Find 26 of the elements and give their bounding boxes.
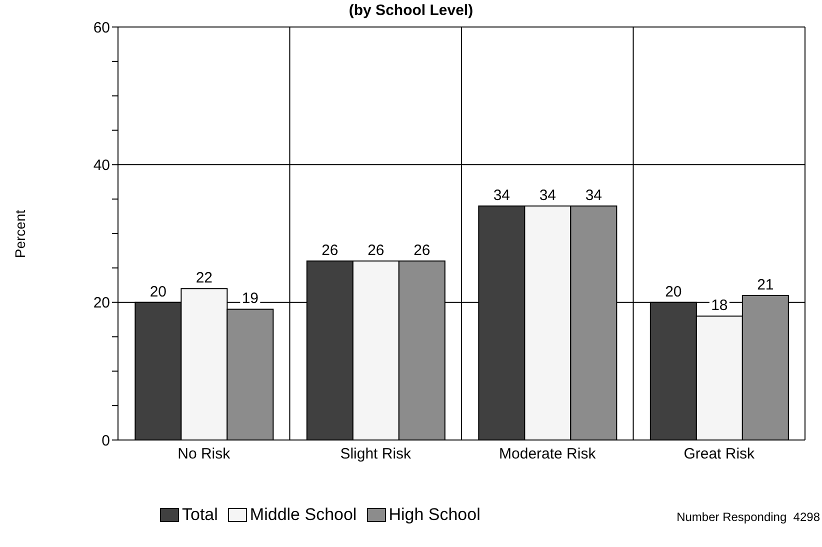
data-label: 34 — [585, 186, 602, 204]
x-tick-label: Slight Risk — [340, 446, 412, 463]
data-label: 18 — [711, 297, 728, 314]
data-label: 22 — [196, 270, 213, 287]
y-tick-label: 0 — [102, 432, 110, 450]
text: Number Responding 4298 — [676, 510, 820, 524]
x-tick-label: No Risk — [178, 446, 231, 463]
data-label: 20 — [150, 283, 167, 300]
x-tick-label: Great Risk — [684, 446, 756, 463]
data-label: 34 — [493, 186, 510, 204]
legend-label: High School — [388, 505, 480, 525]
y-tick-label: 40 — [93, 156, 110, 174]
data-label: 21 — [757, 276, 774, 294]
y-tick-label: 60 — [93, 19, 110, 36]
data-label: 34 — [539, 186, 556, 204]
data-label: 26 — [414, 242, 430, 260]
y-axis-title: Percent — [12, 209, 28, 258]
y-tick-label: 20 — [93, 294, 110, 312]
data-label: 26 — [322, 242, 338, 260]
data-label: 26 — [368, 242, 384, 260]
legend-label: Middle School — [250, 505, 357, 525]
data-label: 19 — [242, 290, 259, 308]
chart-title: (by School Level) — [348, 2, 474, 19]
data-label: 20 — [665, 283, 682, 300]
legend-label: Total — [182, 505, 218, 525]
x-tick-label: Moderate Risk — [499, 446, 596, 463]
